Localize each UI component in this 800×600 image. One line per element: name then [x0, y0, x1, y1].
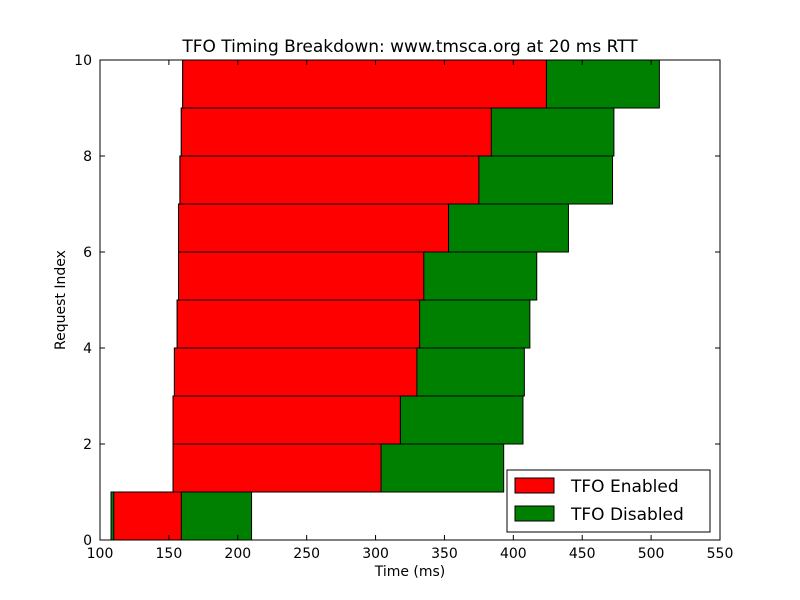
bar-tfo-enabled-1: [172, 443, 382, 493]
x-tick-label: 150: [156, 546, 183, 562]
plot-frame: [99, 59, 721, 541]
x-tick-label: 400: [500, 546, 527, 562]
y-tick-label: 4: [83, 341, 92, 357]
x-tick-label: 350: [431, 546, 458, 562]
legend-label-tfo-enabled: TFO Enabled: [570, 477, 679, 497]
y-tick-label: 8: [83, 149, 92, 165]
ticks-group: 100 150 200 250 300 350 400 450 500 550 0 2 4 6 8 10: [74, 53, 733, 562]
x-tick-label: 100: [87, 546, 114, 562]
y-tick-label: 10: [74, 53, 92, 69]
y-tick-label: 6: [83, 245, 92, 261]
bar-tfo-enabled-9: [182, 59, 547, 109]
legend-swatch-tfo-disabled: [514, 505, 555, 522]
x-tick-label: 500: [638, 546, 665, 562]
x-tick-label: 300: [362, 546, 389, 562]
x-tick-label: 450: [569, 546, 596, 562]
bar-tfo-enabled-2: [172, 395, 401, 445]
x-tick-label: 200: [224, 546, 251, 562]
bars-group: [110, 59, 660, 541]
bar-tfo-enabled-3: [173, 347, 418, 397]
x-axis-label: Time (ms): [374, 564, 446, 580]
legend-label-tfo-disabled: TFO Disabled: [570, 505, 684, 525]
bar-tfo-enabled-6: [178, 203, 450, 253]
legend-swatch-tfo-enabled: [514, 477, 555, 494]
y-tick-label: 0: [83, 533, 92, 549]
bar-tfo-enabled-0: [113, 491, 182, 541]
bar-tfo-enabled-7: [179, 155, 480, 205]
x-tick-label: 250: [293, 546, 320, 562]
bar-tfo-enabled-4: [176, 299, 421, 349]
bar-tfo-enabled-5: [178, 251, 425, 301]
bar-tfo-enabled-8: [180, 107, 492, 157]
x-tick-label: 550: [707, 546, 734, 562]
y-axis-label: Request Index: [53, 250, 69, 350]
y-tick-label: 2: [83, 437, 92, 453]
chart-title: TFO Timing Breakdown: www.tmsca.org at 2…: [181, 37, 638, 57]
legend: TFO Enabled TFO Disabled: [506, 469, 711, 533]
